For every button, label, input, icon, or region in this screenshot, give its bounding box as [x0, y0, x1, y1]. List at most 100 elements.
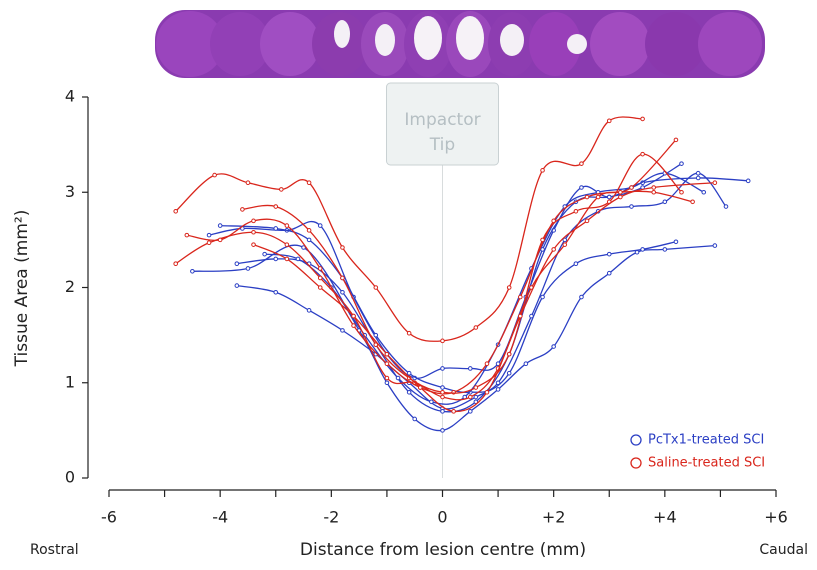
point: [551, 344, 556, 349]
point: [495, 380, 501, 386]
point: [217, 223, 223, 228]
point: [540, 294, 545, 300]
point: [395, 375, 401, 381]
point: [190, 269, 195, 274]
y-tick-label: 2: [65, 277, 75, 296]
point: [351, 313, 356, 319]
legend-label: PcTx1-treated SCI: [648, 433, 764, 448]
point: [317, 275, 323, 281]
point: [406, 389, 412, 395]
point: [317, 266, 323, 271]
point: [695, 170, 701, 176]
point: [373, 285, 379, 290]
x-tick-label: +2: [542, 508, 566, 527]
point: [284, 256, 290, 262]
point: [373, 342, 379, 347]
legend-label: Saline-treated SCI: [648, 456, 765, 471]
annotation: Tip: [429, 135, 455, 155]
point: [251, 229, 256, 235]
point: [467, 366, 473, 371]
point: [384, 351, 390, 357]
point: [467, 409, 473, 414]
point: [673, 137, 679, 143]
series-line: [242, 153, 682, 394]
legend-marker: [630, 434, 642, 446]
series-line: [236, 241, 677, 410]
point: [406, 370, 412, 376]
point: [273, 289, 279, 295]
point: [484, 389, 490, 395]
point: [473, 385, 479, 390]
point: [606, 194, 612, 200]
point: [212, 172, 217, 178]
x-tick-label: +6: [764, 508, 788, 527]
point: [440, 394, 445, 400]
x-tick-label: 0: [437, 508, 447, 527]
point: [340, 328, 345, 333]
y-tick-label: 4: [65, 87, 75, 106]
section: [698, 12, 762, 76]
section: [529, 12, 581, 76]
point: [484, 361, 490, 367]
point: [217, 237, 223, 243]
series-line: [220, 172, 727, 394]
point: [340, 275, 345, 281]
point: [406, 330, 412, 336]
series-line: [192, 244, 715, 432]
series-line: [186, 190, 693, 395]
point: [295, 256, 301, 262]
end-label: Caudal: [759, 542, 808, 558]
point: [440, 385, 445, 390]
lesion: [456, 16, 484, 60]
point: [745, 178, 751, 184]
point: [440, 389, 445, 395]
point: [206, 232, 212, 238]
point: [529, 313, 534, 319]
lesion: [500, 24, 524, 56]
point: [584, 218, 590, 224]
x-axis-label: Distance from lesion centre (mm): [300, 540, 586, 560]
point: [651, 189, 657, 195]
point: [673, 239, 679, 245]
y-axis-label: Tissue Area (mm²): [12, 210, 32, 368]
point: [306, 237, 312, 243]
point: [440, 338, 445, 344]
point: [317, 285, 323, 290]
point: [340, 245, 345, 250]
point: [606, 270, 612, 276]
point: [284, 242, 290, 247]
point: [473, 394, 479, 400]
point: [306, 308, 312, 313]
point: [540, 237, 545, 243]
point: [640, 247, 645, 252]
point: [284, 223, 290, 228]
point: [640, 151, 645, 157]
point: [618, 194, 623, 200]
point: [429, 399, 434, 405]
x-tick-label: -6: [101, 508, 117, 527]
point: [606, 251, 612, 257]
point: [723, 204, 729, 209]
impactor-box: [386, 82, 499, 166]
point: [506, 370, 512, 376]
point: [251, 242, 256, 247]
point: [279, 187, 284, 192]
point: [306, 180, 312, 186]
point: [234, 283, 240, 288]
x-tick-label: +4: [653, 508, 677, 527]
point: [273, 256, 279, 262]
point: [451, 409, 456, 414]
y-tick-label: 0: [65, 468, 75, 487]
point: [629, 204, 634, 209]
point: [240, 207, 245, 212]
point: [245, 266, 251, 271]
section: [260, 12, 320, 76]
lesion: [567, 34, 587, 54]
point: [184, 232, 190, 238]
section: [156, 11, 224, 77]
point: [690, 199, 695, 205]
point: [440, 428, 445, 433]
point: [651, 185, 657, 190]
point: [251, 218, 256, 224]
